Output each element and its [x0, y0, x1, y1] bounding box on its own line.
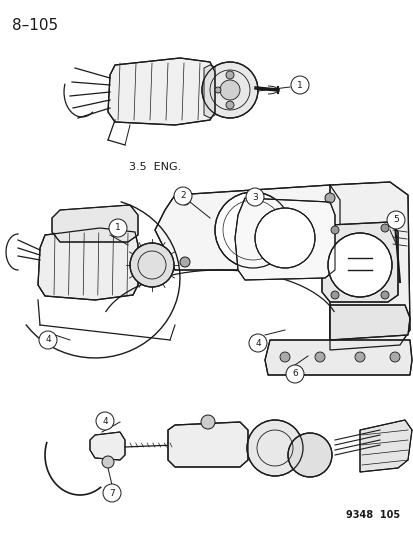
Polygon shape: [108, 58, 214, 125]
Circle shape: [225, 71, 233, 79]
Text: 5: 5: [392, 215, 398, 224]
Circle shape: [380, 291, 388, 299]
Circle shape: [354, 352, 364, 362]
Text: 3: 3: [252, 192, 257, 201]
Text: 4: 4: [254, 338, 260, 348]
Circle shape: [327, 233, 391, 297]
Circle shape: [201, 415, 214, 429]
Polygon shape: [154, 185, 339, 270]
Polygon shape: [90, 432, 125, 460]
Circle shape: [380, 224, 388, 232]
Text: 4: 4: [45, 335, 51, 344]
Circle shape: [173, 187, 192, 205]
Polygon shape: [204, 65, 214, 118]
Text: 4: 4: [102, 416, 107, 425]
Text: 8–105: 8–105: [12, 18, 58, 33]
Circle shape: [245, 188, 263, 206]
Circle shape: [225, 101, 233, 109]
Circle shape: [314, 352, 324, 362]
Circle shape: [330, 226, 338, 234]
Circle shape: [39, 331, 57, 349]
Circle shape: [214, 192, 290, 268]
Polygon shape: [359, 420, 411, 472]
Circle shape: [247, 420, 302, 476]
Text: 1: 1: [297, 80, 302, 90]
Text: 9348  105: 9348 105: [345, 510, 399, 520]
Polygon shape: [38, 228, 138, 300]
Text: 1: 1: [115, 223, 121, 232]
Text: 3.5  ENG.: 3.5 ENG.: [128, 162, 181, 172]
Polygon shape: [321, 222, 397, 302]
Circle shape: [214, 87, 221, 93]
Circle shape: [285, 365, 303, 383]
Circle shape: [290, 76, 308, 94]
Polygon shape: [235, 198, 334, 280]
Circle shape: [180, 257, 190, 267]
Circle shape: [254, 208, 314, 268]
Polygon shape: [264, 340, 411, 375]
Circle shape: [287, 433, 331, 477]
Circle shape: [103, 484, 121, 502]
Circle shape: [180, 195, 190, 205]
Circle shape: [109, 219, 127, 237]
Circle shape: [202, 62, 257, 118]
Polygon shape: [168, 422, 247, 467]
Circle shape: [279, 352, 289, 362]
Circle shape: [330, 291, 338, 299]
Polygon shape: [52, 205, 138, 242]
Circle shape: [102, 456, 114, 468]
Circle shape: [389, 352, 399, 362]
Circle shape: [324, 193, 334, 203]
Polygon shape: [329, 305, 409, 340]
Circle shape: [96, 412, 114, 430]
Circle shape: [219, 80, 240, 100]
Circle shape: [130, 243, 173, 287]
Text: 2: 2: [180, 191, 185, 200]
Circle shape: [248, 334, 266, 352]
Text: 7: 7: [109, 489, 114, 497]
Circle shape: [386, 211, 404, 229]
Polygon shape: [329, 182, 409, 350]
Text: 6: 6: [292, 369, 297, 378]
